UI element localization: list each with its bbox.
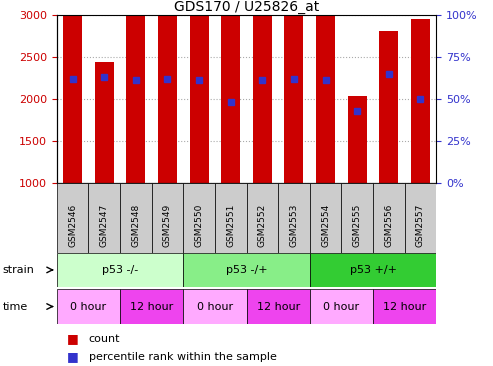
Bar: [411, 19, 430, 183]
Text: GSM2552: GSM2552: [258, 204, 267, 247]
Bar: [95, 62, 113, 183]
Bar: [278, 183, 310, 253]
Text: 0 hour: 0 hour: [70, 302, 106, 311]
Bar: [183, 183, 215, 253]
Bar: [120, 289, 183, 324]
Text: GSM2554: GSM2554: [321, 204, 330, 247]
Bar: [253, 0, 272, 183]
Bar: [88, 183, 120, 253]
Bar: [341, 183, 373, 253]
Text: 0 hour: 0 hour: [197, 302, 233, 311]
Bar: [120, 183, 152, 253]
Text: 12 hour: 12 hour: [256, 302, 300, 311]
Bar: [126, 0, 145, 183]
Text: p53 +/+: p53 +/+: [350, 265, 396, 275]
Bar: [221, 0, 240, 183]
Bar: [284, 0, 304, 183]
Bar: [380, 31, 398, 183]
Bar: [57, 253, 183, 287]
Bar: [405, 183, 436, 253]
Text: strain: strain: [2, 265, 35, 275]
Bar: [246, 183, 278, 253]
Bar: [310, 289, 373, 324]
Text: GSM2556: GSM2556: [385, 203, 393, 247]
Text: count: count: [89, 333, 120, 344]
Text: percentile rank within the sample: percentile rank within the sample: [89, 352, 277, 362]
Bar: [152, 183, 183, 253]
Bar: [316, 0, 335, 183]
Bar: [158, 0, 177, 183]
Bar: [215, 183, 246, 253]
Bar: [63, 0, 82, 183]
Title: GDS170 / U25826_at: GDS170 / U25826_at: [174, 0, 319, 14]
Bar: [57, 183, 88, 253]
Text: GSM2551: GSM2551: [226, 203, 235, 247]
Text: GSM2549: GSM2549: [163, 204, 172, 247]
Bar: [246, 289, 310, 324]
Text: GSM2546: GSM2546: [68, 204, 77, 247]
Text: 12 hour: 12 hour: [383, 302, 426, 311]
Bar: [183, 253, 310, 287]
Text: 12 hour: 12 hour: [130, 302, 173, 311]
Bar: [348, 96, 367, 183]
Text: GSM2547: GSM2547: [100, 204, 108, 247]
Text: ■: ■: [67, 350, 78, 363]
Bar: [183, 289, 246, 324]
Text: p53 -/+: p53 -/+: [226, 265, 267, 275]
Bar: [310, 183, 341, 253]
Text: GSM2557: GSM2557: [416, 203, 425, 247]
Text: GSM2548: GSM2548: [131, 204, 141, 247]
Text: GSM2550: GSM2550: [195, 203, 204, 247]
Text: GSM2555: GSM2555: [352, 203, 362, 247]
Text: p53 -/-: p53 -/-: [102, 265, 138, 275]
Bar: [310, 253, 436, 287]
Bar: [373, 289, 436, 324]
Text: time: time: [2, 302, 28, 311]
Text: GSM2553: GSM2553: [289, 203, 298, 247]
Bar: [57, 289, 120, 324]
Bar: [189, 0, 209, 183]
Text: ■: ■: [67, 332, 78, 345]
Bar: [373, 183, 405, 253]
Text: 0 hour: 0 hour: [323, 302, 359, 311]
